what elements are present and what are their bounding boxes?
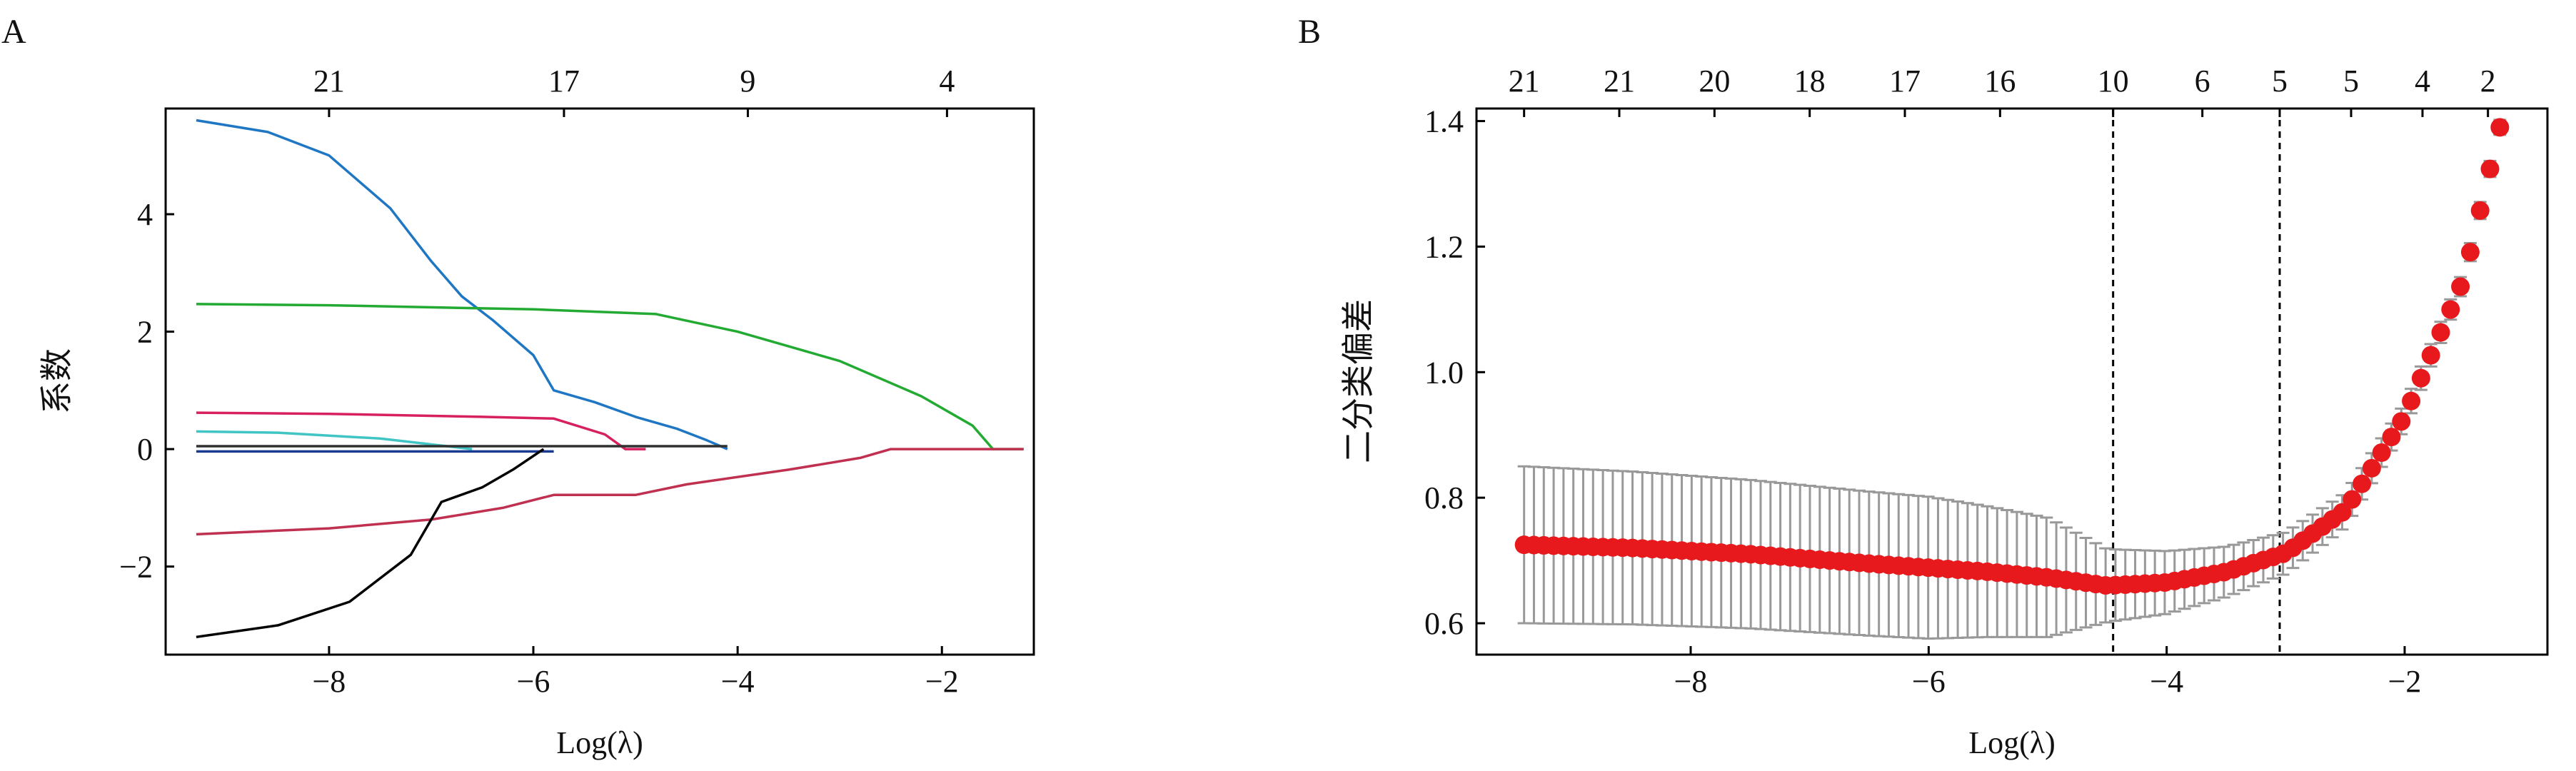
deviance-point — [2343, 490, 2362, 509]
x-tick-label: −4 — [721, 664, 755, 699]
top-tick-label: 9 — [740, 64, 755, 99]
panel-b: B −8 −6 −4 −2 0.6 0.8 1.0 1.2 1.4 21 21 20 18 17 16 10 6… — [1298, 13, 2549, 760]
deviance-point — [2470, 201, 2490, 220]
deviance-point — [2431, 323, 2450, 342]
top-tick-label: 21 — [1509, 64, 1540, 99]
x-tick-label: −8 — [312, 664, 346, 699]
coefficient-path-2 — [196, 303, 1024, 450]
coefficient-path-3 — [196, 411, 646, 450]
top-tick-label: 21 — [313, 64, 345, 99]
y-tick-label: 4 — [137, 197, 153, 232]
panel-b-plot: −8 −6 −4 −2 0.6 0.8 1.0 1.2 1.4 21 21 20 18 17 16 10 6 5 5… — [1424, 64, 2510, 699]
deviance-point — [2372, 443, 2391, 463]
deviance-point — [2392, 412, 2411, 431]
top-tick-label: 17 — [548, 64, 580, 99]
panel-b-x-axis-label: Log(λ) — [1968, 725, 2056, 760]
x-tick-label: −2 — [925, 664, 959, 699]
y-tick-label: 0.8 — [1424, 480, 1464, 515]
y-tick-label: 1.4 — [1424, 104, 1464, 139]
deviance-point — [2333, 503, 2352, 522]
y-tick-label: 1.2 — [1424, 229, 1464, 264]
coefficient-path-1 — [196, 119, 728, 450]
panel-b-y-axis-label: 二分类偏差 — [1340, 299, 1377, 463]
top-tick-label: 20 — [1699, 64, 1730, 99]
deviance-point — [2460, 243, 2480, 262]
deviance-point — [2490, 118, 2510, 137]
deviance-point — [2353, 474, 2372, 493]
top-tick-label: 16 — [1984, 64, 2016, 99]
deviance-point — [2421, 346, 2440, 365]
top-tick-label: 5 — [2343, 64, 2359, 99]
deviance-point — [2362, 458, 2381, 478]
top-tick-label: 17 — [1889, 64, 1921, 99]
y-tick-label: 0 — [137, 432, 153, 467]
top-tick-label: 6 — [2195, 64, 2210, 99]
y-tick-label: −2 — [119, 550, 153, 585]
top-tick-label: 18 — [1794, 64, 1826, 99]
top-tick-label: 2 — [2480, 64, 2496, 99]
top-tick-label: 4 — [939, 64, 955, 99]
panel-a-plot: −8 −6 −4 −2 −2 0 2 4 21 17 9 4 — [119, 64, 1024, 699]
coefficient-path-7 — [196, 448, 1024, 536]
coefficient-path-8 — [196, 448, 545, 639]
x-tick-label: −2 — [2388, 664, 2422, 699]
x-tick-label: −8 — [1674, 664, 1708, 699]
y-tick-label: 0.6 — [1424, 606, 1464, 641]
top-tick-label: 10 — [2098, 64, 2129, 99]
x-tick-label: −4 — [2150, 664, 2183, 699]
x-tick-label: −6 — [517, 664, 550, 699]
panel-b-axes-frame — [1475, 107, 2549, 656]
y-tick-label: 1.0 — [1424, 355, 1464, 390]
deviance-point — [2402, 391, 2421, 410]
panel-a: A −8 −6 −4 −2 −2 0 2 4 21 17 9 4 Log(λ) 系数 — [1, 13, 1035, 760]
panel-a-label: A — [1, 13, 26, 51]
top-tick-label: 4 — [2415, 64, 2430, 99]
panel-a-axes-frame — [164, 107, 1035, 656]
top-tick-label: 5 — [2272, 64, 2288, 99]
y-tick-label: 2 — [137, 315, 153, 350]
deviance-point — [2451, 277, 2470, 296]
top-tick-label: 21 — [1604, 64, 1635, 99]
panel-b-label: B — [1298, 13, 1321, 51]
panel-a-y-axis-label: 系数 — [39, 348, 75, 414]
deviance-point — [2480, 159, 2500, 178]
deviance-point — [2411, 368, 2430, 388]
panel-a-x-axis-label: Log(λ) — [556, 725, 643, 760]
deviance-point — [2382, 428, 2401, 447]
deviance-point — [2441, 300, 2460, 319]
x-tick-label: −6 — [1912, 664, 1946, 699]
